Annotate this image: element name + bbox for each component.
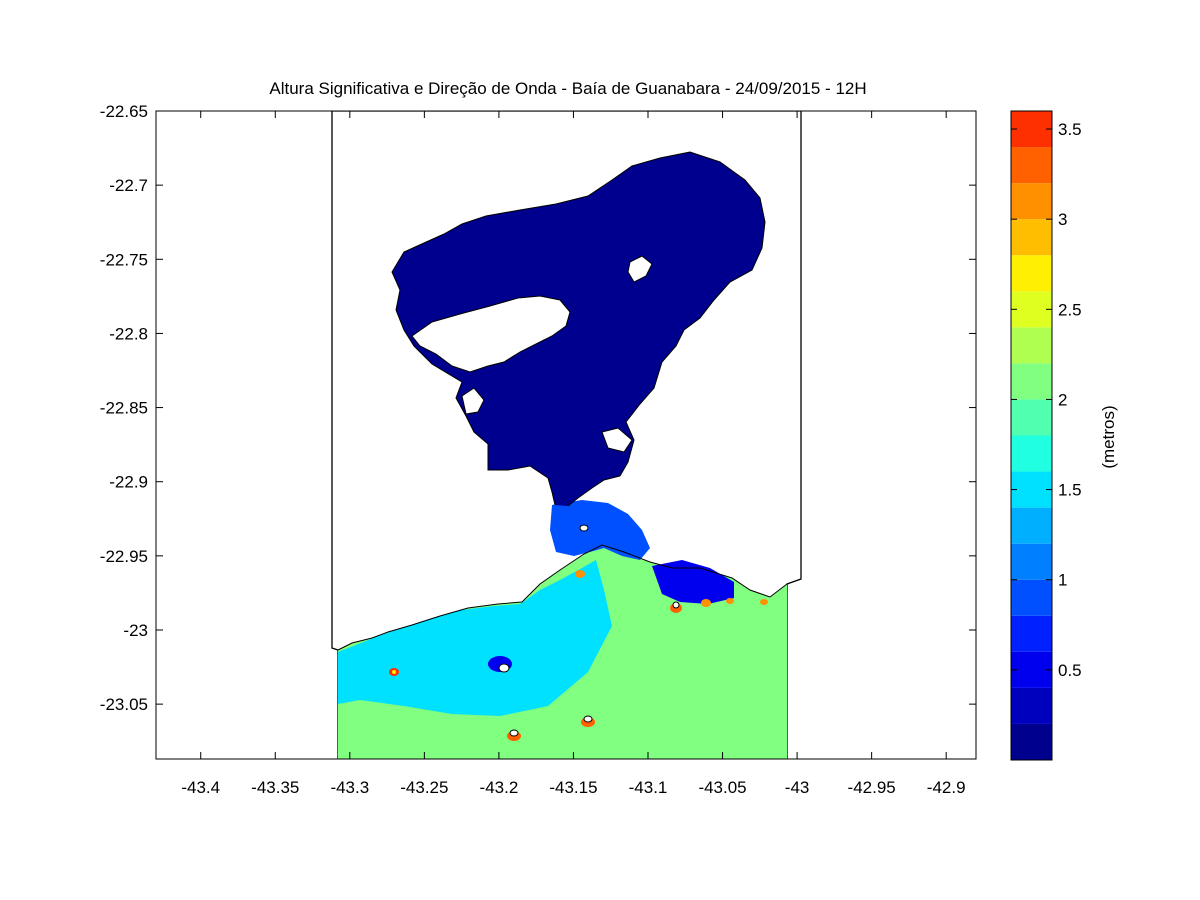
colorbar-frame xyxy=(1010,110,1053,761)
colorbar-swatch xyxy=(1011,507,1052,544)
colorbar-tick-label: 3.5 xyxy=(1058,120,1082,139)
y-tick-label: -23 xyxy=(123,621,148,640)
hotspots xyxy=(389,524,768,741)
ilha-do-governador xyxy=(411,295,571,373)
x-tick-label: -43.25 xyxy=(400,778,448,797)
colorbar-swatch xyxy=(1011,255,1052,292)
colorbar-swatch xyxy=(1011,615,1052,652)
colorbar-swatch xyxy=(1011,111,1052,148)
y-tick-label: -23.05 xyxy=(100,695,148,714)
axes-frame xyxy=(155,110,977,760)
region-niteroi-cove xyxy=(652,560,734,604)
chart-title: Altura Significativa e Direção de Onda -… xyxy=(269,79,866,98)
colorbar-swatch xyxy=(1011,435,1052,472)
x-tick-label: -43.05 xyxy=(698,778,746,797)
x-axis: -43.4 -43.35 -43.3 -43.25 -43.2 -43.15 -43.1 -4… xyxy=(181,111,966,797)
x-tick-label: -43.35 xyxy=(251,778,299,797)
colorbar-tick-label: 3 xyxy=(1058,210,1067,229)
ilha-do-fundao xyxy=(461,387,485,415)
y-tick-label: -22.85 xyxy=(100,399,148,418)
colorbar-swatch xyxy=(1011,543,1052,580)
colorbar-swatch xyxy=(1011,471,1052,508)
y-tick-label: -22.75 xyxy=(100,250,148,269)
x-tick-label: -42.95 xyxy=(848,778,896,797)
colorbar-tick-label: 1.5 xyxy=(1058,481,1082,500)
x-tick-label: -43.15 xyxy=(549,778,597,797)
y-tick-label: -22.9 xyxy=(109,473,148,492)
x-tick-label: -43 xyxy=(785,778,810,797)
land-masses xyxy=(411,255,653,453)
colorbar-tick-label: 0.5 xyxy=(1058,661,1082,680)
colorbar-tick-label: 2 xyxy=(1058,390,1067,409)
bay-coastline xyxy=(391,151,766,507)
y-tick-label: -22.8 xyxy=(109,324,148,343)
colorbar-swatch xyxy=(1011,723,1052,760)
y-tick-label: -22.65 xyxy=(100,102,148,121)
x-tick-label: -43.3 xyxy=(330,778,369,797)
colorbar-swatch xyxy=(1011,651,1052,688)
colorbar-swatch xyxy=(1011,687,1052,724)
plot-area xyxy=(156,111,976,759)
x-tick-label: -43.1 xyxy=(629,778,668,797)
region-west-coast-sea xyxy=(338,560,612,716)
region-bay-entrance xyxy=(550,500,650,560)
colorbar-swatch xyxy=(1011,183,1052,220)
east-shore-islet xyxy=(601,427,633,453)
sea-field xyxy=(338,152,787,759)
colorbar-swatch xyxy=(1011,399,1052,436)
colorbar-swatch xyxy=(1011,147,1052,184)
ilha-de-paqueta xyxy=(627,255,653,283)
colorbar-swatch xyxy=(1011,219,1052,256)
colorbar-swatch xyxy=(1011,363,1052,400)
colorbar-tick-label: 2.5 xyxy=(1058,300,1082,319)
coastline xyxy=(337,544,788,651)
colorbar-swatch xyxy=(1011,327,1052,364)
y-axis: -22.65 -22.7 -22.75 -22.8 -22.85 -22.9 -22.95 -… xyxy=(100,102,976,714)
colorbar-label: (metros) xyxy=(1099,405,1118,468)
x-tick-label: -43.4 xyxy=(181,778,220,797)
colorbar: 0.5 1 1.5 2 2.5 3 3.5 xyxy=(1010,110,1082,761)
region-bay-interior xyxy=(392,152,765,506)
y-tick-label: -22.95 xyxy=(100,547,148,566)
x-tick-label: -42.9 xyxy=(927,778,966,797)
colorbar-swatch xyxy=(1011,291,1052,328)
y-tick-label: -22.7 xyxy=(109,176,148,195)
x-tick-label: -43.2 xyxy=(480,778,519,797)
colorbar-tick-label: 1 xyxy=(1058,571,1067,590)
colorbar-swatch xyxy=(1011,579,1052,616)
